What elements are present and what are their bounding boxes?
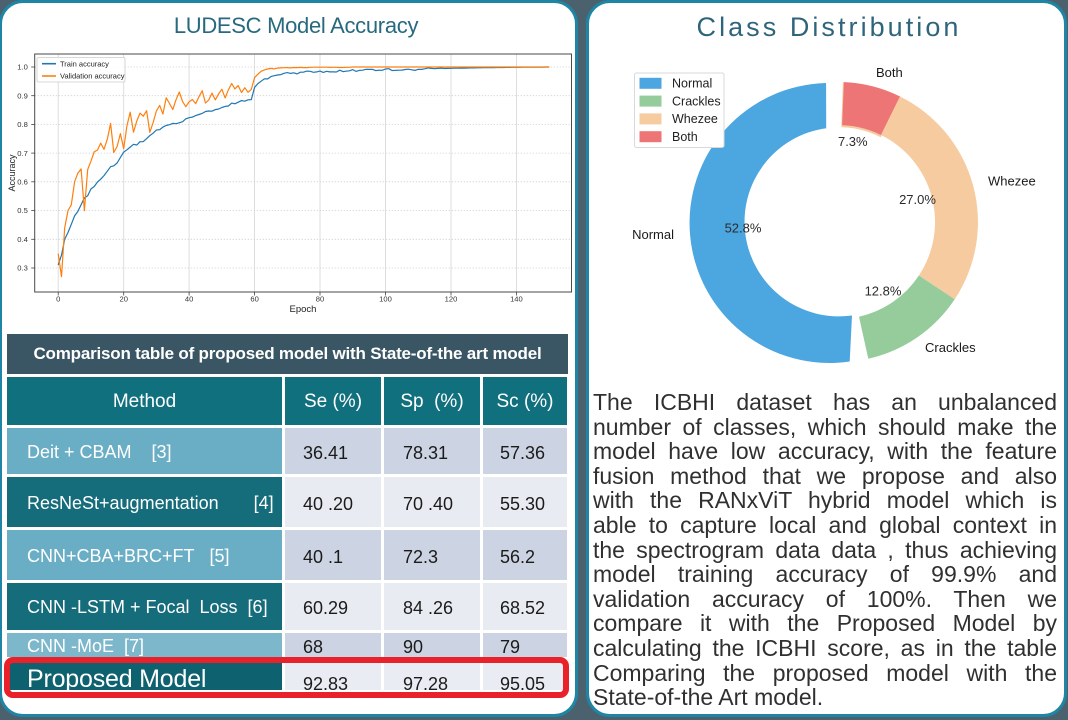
svg-text:Epoch: Epoch: [290, 304, 317, 315]
svg-text:Crackles: Crackles: [672, 94, 721, 108]
svg-text:80: 80: [316, 295, 324, 304]
svg-text:Accuracy: Accuracy: [8, 154, 17, 192]
svg-text:Both: Both: [876, 65, 903, 80]
svg-text:120: 120: [445, 295, 458, 304]
svg-text:0.8: 0.8: [17, 120, 28, 129]
svg-text:Normal: Normal: [672, 77, 712, 91]
svg-text:Validation accuracy: Validation accuracy: [60, 72, 125, 81]
svg-text:1.0: 1.0: [17, 63, 28, 72]
svg-text:60: 60: [250, 295, 258, 304]
svg-text:Train accuracy: Train accuracy: [60, 59, 109, 68]
svg-text:0.6: 0.6: [17, 178, 28, 187]
svg-text:0.4: 0.4: [17, 235, 28, 244]
svg-text:12.8%: 12.8%: [865, 284, 902, 299]
svg-text:140: 140: [510, 295, 523, 304]
svg-text:7.3%: 7.3%: [838, 134, 868, 149]
svg-text:0.9: 0.9: [17, 91, 28, 100]
svg-text:Crackles: Crackles: [925, 340, 976, 355]
svg-text:0.3: 0.3: [17, 264, 28, 273]
svg-text:0: 0: [56, 295, 60, 304]
svg-text:100: 100: [379, 295, 392, 304]
svg-text:0.7: 0.7: [17, 149, 28, 158]
svg-text:52.8%: 52.8%: [725, 221, 762, 236]
svg-text:Whezee: Whezee: [988, 174, 1036, 189]
svg-text:40: 40: [185, 295, 193, 304]
svg-text:20: 20: [119, 295, 127, 304]
svg-text:Both: Both: [672, 130, 698, 144]
svg-text:Normal: Normal: [632, 227, 674, 242]
svg-text:Whezee: Whezee: [672, 112, 718, 126]
svg-text:27.0%: 27.0%: [899, 192, 936, 207]
svg-text:0.5: 0.5: [17, 206, 28, 215]
